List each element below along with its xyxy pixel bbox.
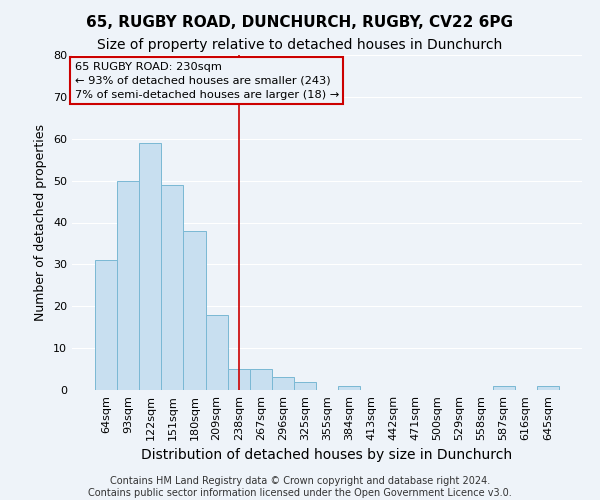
Bar: [537, 386, 559, 390]
Bar: [184, 231, 206, 390]
Bar: [250, 369, 272, 390]
Bar: [95, 260, 117, 390]
Text: Size of property relative to detached houses in Dunchurch: Size of property relative to detached ho…: [97, 38, 503, 52]
Bar: [227, 369, 250, 390]
Bar: [117, 180, 139, 390]
Bar: [272, 378, 294, 390]
Bar: [161, 185, 184, 390]
Text: 65 RUGBY ROAD: 230sqm
← 93% of detached houses are smaller (243)
7% of semi-deta: 65 RUGBY ROAD: 230sqm ← 93% of detached …: [74, 62, 339, 100]
Text: Contains HM Land Registry data © Crown copyright and database right 2024.
Contai: Contains HM Land Registry data © Crown c…: [88, 476, 512, 498]
Text: 65, RUGBY ROAD, DUNCHURCH, RUGBY, CV22 6PG: 65, RUGBY ROAD, DUNCHURCH, RUGBY, CV22 6…: [86, 15, 514, 30]
Bar: [206, 314, 227, 390]
Y-axis label: Number of detached properties: Number of detached properties: [34, 124, 47, 321]
Bar: [139, 143, 161, 390]
Bar: [338, 386, 360, 390]
X-axis label: Distribution of detached houses by size in Dunchurch: Distribution of detached houses by size …: [142, 448, 512, 462]
Bar: [294, 382, 316, 390]
Bar: [493, 386, 515, 390]
